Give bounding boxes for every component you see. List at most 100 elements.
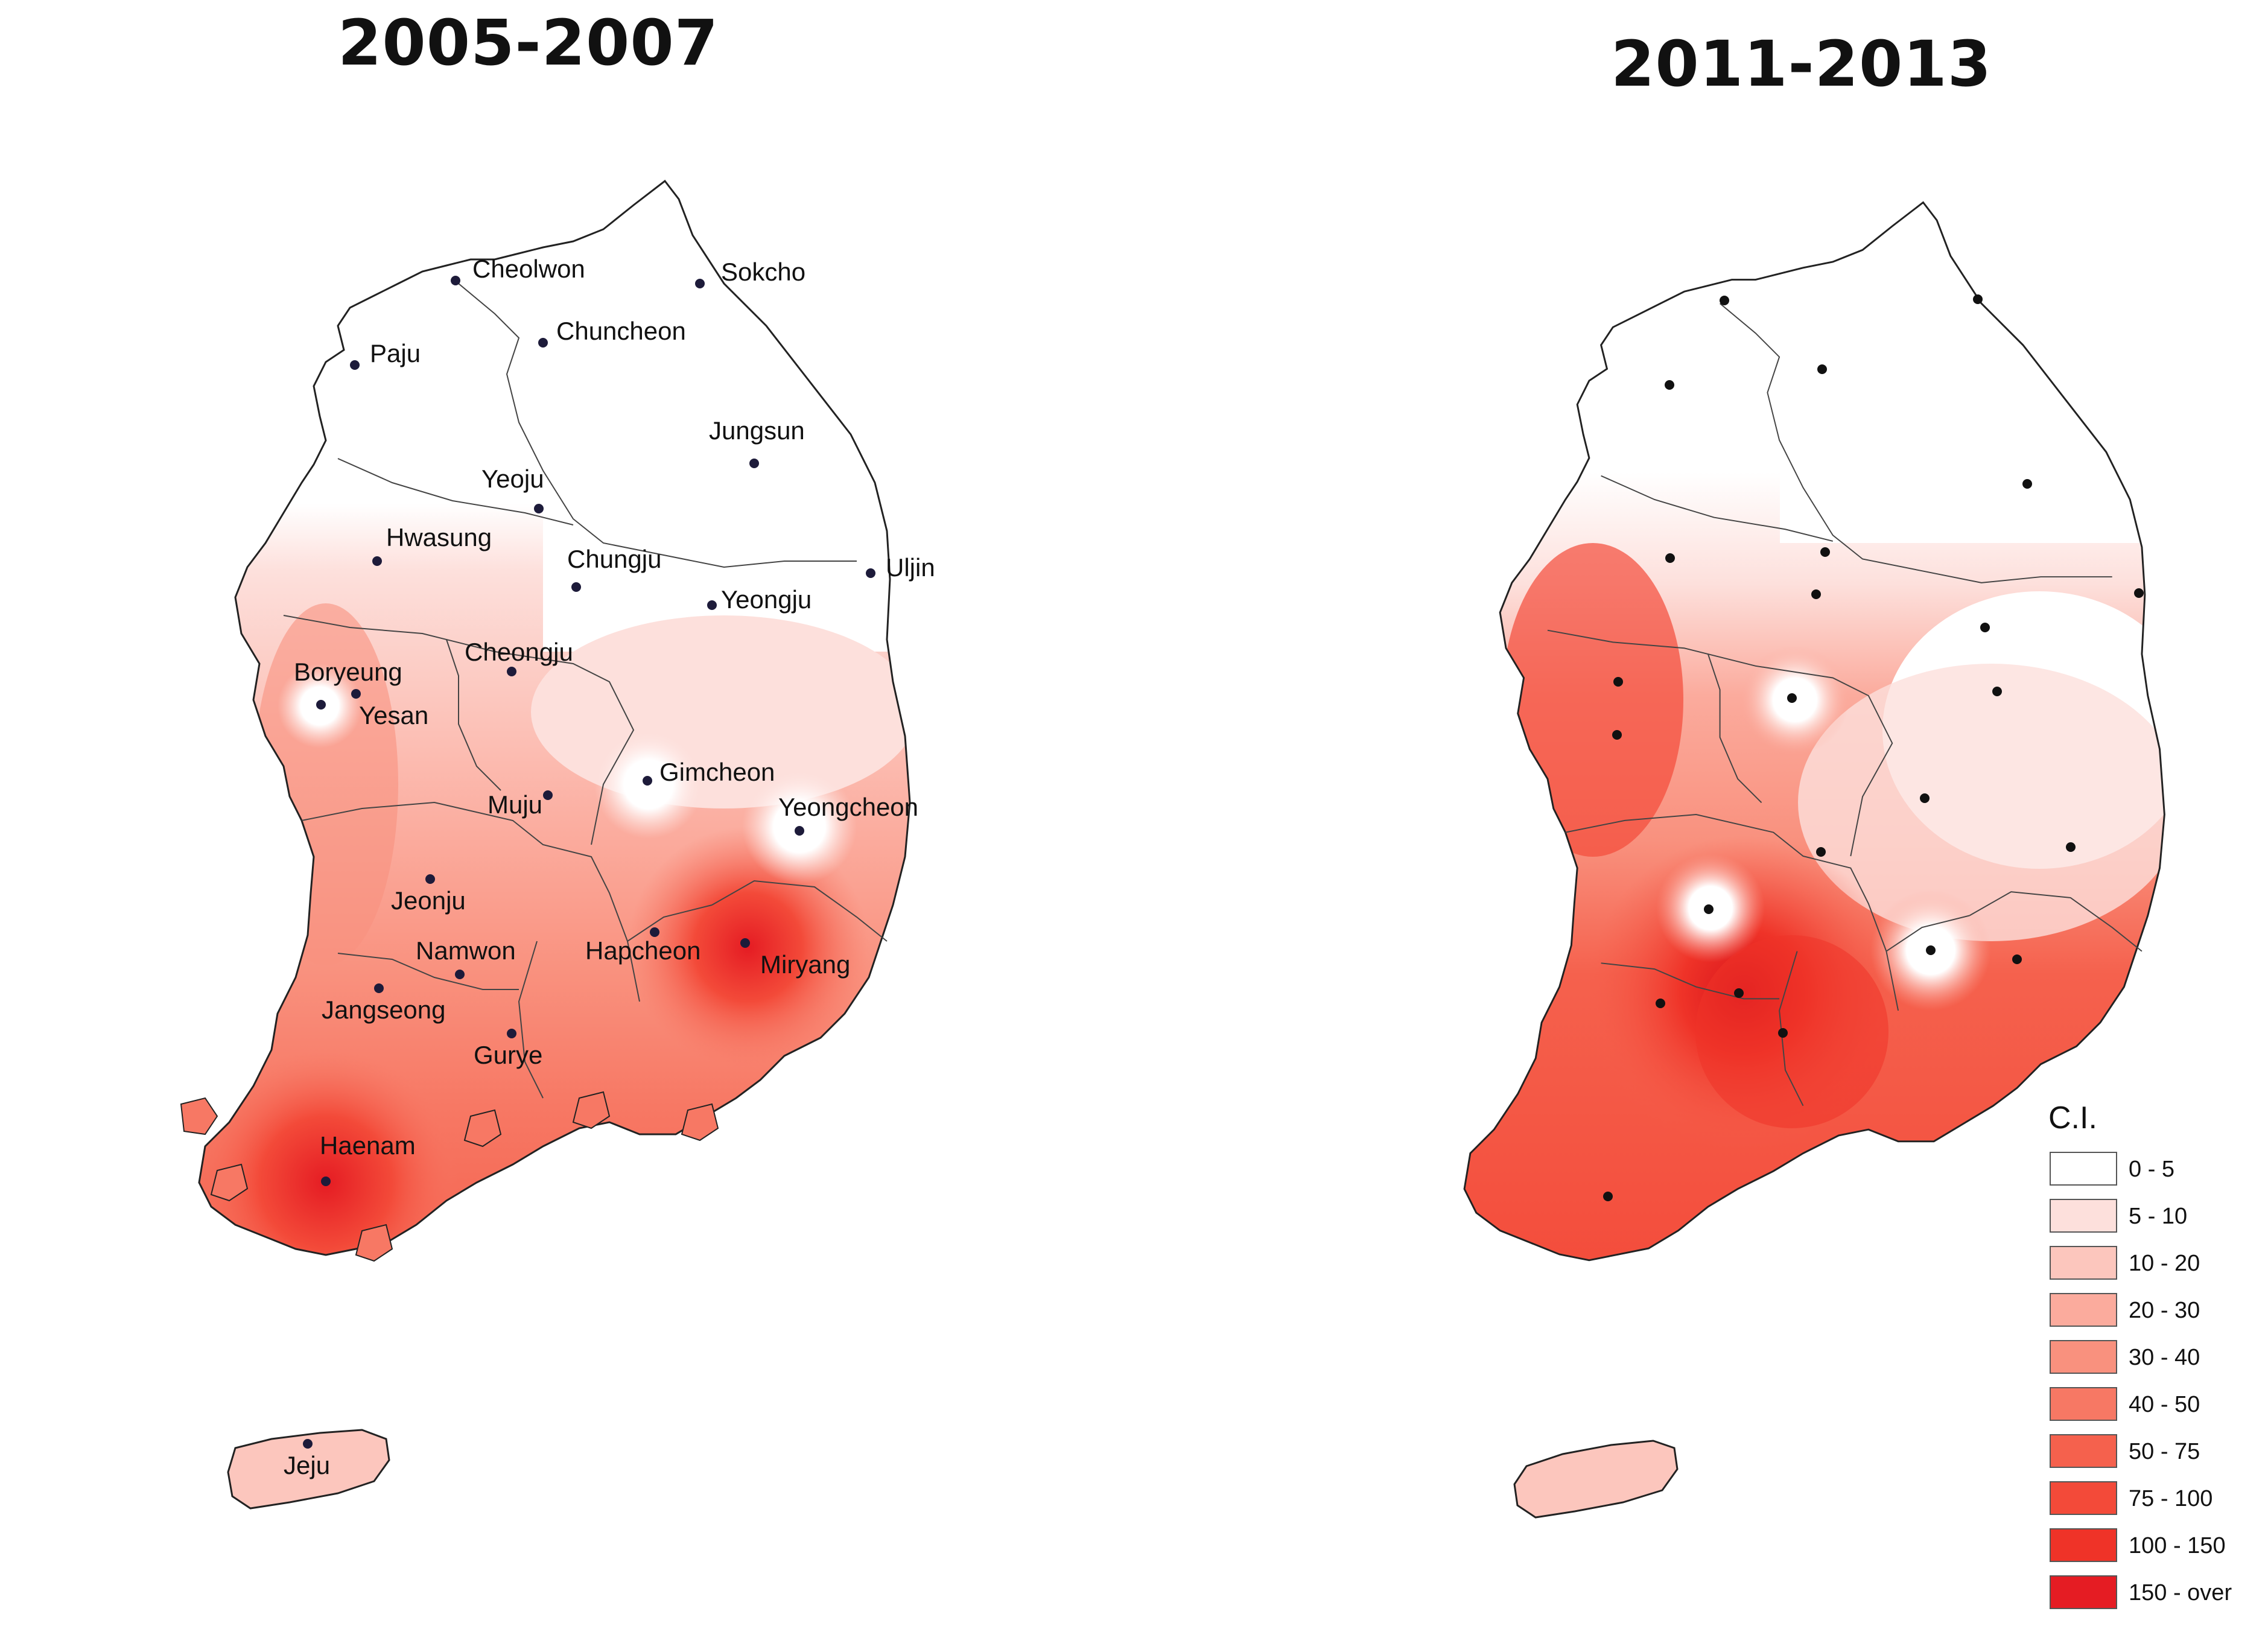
station-dot <box>1665 380 1674 390</box>
legend-title: C.I. <box>2048 1100 2097 1135</box>
city-label-boryeung: Boryeung <box>294 658 402 686</box>
station-dot <box>1816 847 1826 857</box>
station-dot <box>1980 623 1990 632</box>
city-label-chuncheon: Chuncheon <box>556 317 686 345</box>
legend-label: 40 - 50 <box>2129 1392 2200 1417</box>
city-dot-miryang <box>740 938 750 948</box>
islands-left <box>180 1091 719 1262</box>
legend-label: 100 - 150 <box>2129 1533 2226 1558</box>
station-dot <box>1704 904 1714 914</box>
city-markers-left: Cheolwon Sokcho Chuncheon Paju Jungsun Yeoju H… <box>284 255 935 1479</box>
city-label-jeonju: Jeonju <box>391 886 466 915</box>
city-label-yeongju: Yeongju <box>721 585 812 614</box>
city-dot-yeongju <box>707 600 717 610</box>
city-dot-sokcho <box>695 279 705 288</box>
legend-swatch <box>2050 1387 2117 1421</box>
station-dot <box>1656 999 1665 1008</box>
city-dot-gimcheon <box>643 776 652 786</box>
station-dot <box>1603 1192 1613 1201</box>
city-label-jungsun: Jungsun <box>709 416 805 445</box>
city-dot-yesan <box>351 689 361 699</box>
city-label-chungju: Chungju <box>567 545 661 573</box>
legend: C.I. 0 - 5 5 - 10 10 - 20 20 - 30 30 - 40 40 … <box>2048 1100 2232 1609</box>
city-label-paju: Paju <box>370 339 421 367</box>
station-dot <box>2134 588 2144 598</box>
city-label-yeoju: Yeoju <box>481 465 544 493</box>
province-borders-right <box>1547 303 2143 1107</box>
station-dot <box>1787 693 1797 703</box>
legend-label: 50 - 75 <box>2129 1439 2200 1464</box>
station-dot <box>1613 677 1623 687</box>
city-dot-hwasung <box>372 556 382 566</box>
city-label-haenam: Haenam <box>320 1131 416 1160</box>
city-dot-namwon <box>455 970 465 979</box>
city-dot-chungju <box>571 582 581 592</box>
jeju-island-right <box>1513 1440 1679 1519</box>
city-dot-muju <box>543 790 553 800</box>
station-dot <box>1778 1028 1788 1038</box>
map-title-2005-2007: 2005-2007 <box>338 6 719 80</box>
legend-swatch <box>2050 1434 2117 1468</box>
legend-label: 30 - 40 <box>2129 1345 2200 1370</box>
city-label-cheongju: Cheongju <box>465 638 573 666</box>
legend-label: 20 - 30 <box>2129 1298 2200 1323</box>
city-dot-yeongcheon <box>795 826 804 836</box>
city-dot-jungsun <box>749 459 759 468</box>
province-borders-left <box>283 283 888 1099</box>
city-dot-yeoju <box>534 504 544 513</box>
legend-swatch <box>2050 1199 2117 1233</box>
legend-label: 10 - 20 <box>2129 1251 2200 1276</box>
city-label-yesan: Yesan <box>359 701 428 729</box>
city-dot-cheolwon <box>451 276 460 285</box>
city-label-jangseong: Jangseong <box>322 996 446 1024</box>
city-label-sokcho: Sokcho <box>721 258 805 286</box>
station-dot <box>1920 793 1930 803</box>
city-dot-boryeung <box>316 700 326 710</box>
city-label-yeongcheon: Yeongcheon <box>778 793 918 821</box>
legend-swatch <box>2050 1246 2117 1280</box>
station-dot <box>1817 364 1827 374</box>
city-label-hwasung: Hwasung <box>386 523 492 551</box>
station-dot <box>1811 589 1821 599</box>
station-markers-right <box>1603 294 2144 1201</box>
city-label-muju: Muju <box>488 790 542 819</box>
city-label-uljin: Uljin <box>886 553 935 582</box>
legend-label: 0 - 5 <box>2129 1157 2174 1182</box>
map-2011-2013 <box>1463 202 2165 1519</box>
city-label-jeju: Jeju <box>284 1451 330 1479</box>
station-dot <box>1973 294 1983 304</box>
legend-swatch <box>2050 1481 2117 1515</box>
legend-swatch <box>2050 1340 2117 1374</box>
city-dot-haenam <box>321 1177 331 1186</box>
city-dot-jangseong <box>374 983 384 993</box>
city-dot-jeju <box>303 1439 313 1449</box>
legend-swatch <box>2050 1528 2117 1562</box>
city-dot-gurye <box>507 1029 516 1038</box>
station-dot <box>1665 553 1675 563</box>
city-dot-jeonju <box>425 874 435 884</box>
station-dot <box>1720 296 1729 305</box>
city-label-gurye: Gurye <box>474 1041 542 1069</box>
station-dot <box>1820 547 1830 557</box>
station-dot <box>1926 945 1936 955</box>
city-dot-paju <box>350 360 360 370</box>
station-dot <box>2012 954 2022 964</box>
city-label-miryang: Miryang <box>760 950 850 979</box>
station-dot <box>2022 479 2032 489</box>
legend-label: 75 - 100 <box>2129 1486 2212 1511</box>
legend-swatch <box>2050 1293 2117 1327</box>
map-2005-2007: Cheolwon Sokcho Chuncheon Paju Jungsun Yeoju H… <box>180 180 935 1510</box>
city-label-hapcheon: Hapcheon <box>585 936 700 965</box>
city-dot-hapcheon <box>650 927 659 937</box>
legend-label: 150 - over <box>2129 1580 2232 1605</box>
station-dot <box>1992 687 2002 696</box>
legend-swatch <box>2050 1152 2117 1186</box>
city-dot-cheongju <box>507 667 516 676</box>
legend-label: 5 - 10 <box>2129 1204 2187 1229</box>
station-dot <box>2066 842 2076 852</box>
city-label-gimcheon: Gimcheon <box>659 758 775 786</box>
city-label-cheolwon: Cheolwon <box>472 255 585 283</box>
map-title-2011-2013: 2011-2013 <box>1611 27 1992 101</box>
city-label-namwon: Namwon <box>416 936 516 965</box>
